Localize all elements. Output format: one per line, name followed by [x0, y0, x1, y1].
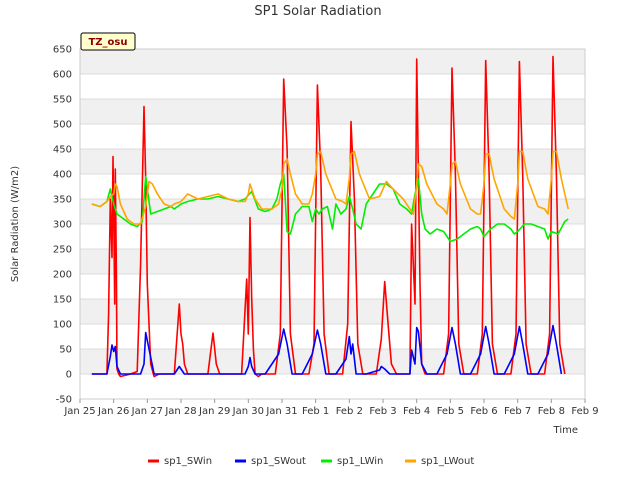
- legend: sp1_SWin sp1_SWout sp1_LWin sp1_LWout: [148, 456, 474, 467]
- y-tick-label: 200: [53, 270, 72, 281]
- y-tick-label: 650: [53, 45, 72, 56]
- background-band: [80, 149, 585, 174]
- y-tick-label: 350: [53, 195, 72, 206]
- x-tick-label: Feb 9: [571, 406, 598, 417]
- x-tick-label: Feb 6: [470, 406, 497, 417]
- y-axis: -50 0 50 100 150 200 250 300 350 400 450 500 550 600 6…: [53, 45, 72, 406]
- y-tick-label: 50: [59, 345, 72, 356]
- background-band: [80, 49, 585, 74]
- legend-label: sp1_SWout: [251, 456, 306, 467]
- x-tick-label: Feb 8: [538, 406, 565, 417]
- series-line-sp1_LWin: [91, 173, 569, 243]
- y-tick-label: 300: [53, 220, 72, 231]
- x-tick-label: Jan 31: [265, 406, 297, 417]
- chart-title: SP1 Solar Radiation: [254, 4, 381, 19]
- x-tick-label: Feb 5: [437, 406, 464, 417]
- background-band: [80, 99, 585, 124]
- legend-label: sp1_LWin: [337, 456, 383, 467]
- plot-background-bands: [80, 49, 585, 374]
- background-band: [80, 299, 585, 324]
- y-tick-label: 250: [53, 245, 72, 256]
- series-lines: [91, 55, 569, 378]
- x-tick-label: Jan 30: [232, 406, 264, 417]
- y-tick-label: 600: [53, 70, 72, 81]
- x-tick-label: Feb 7: [504, 406, 531, 417]
- x-tick-label: Jan 29: [198, 406, 230, 417]
- background-band: [80, 349, 585, 374]
- legend-label: sp1_LWout: [421, 456, 474, 467]
- y-tick-label: 450: [53, 145, 72, 156]
- background-band: [80, 249, 585, 274]
- series-line-sp1_SWout: [91, 324, 563, 375]
- x-tick-label: Feb 4: [403, 406, 430, 417]
- timezone-label: TZ_osu: [88, 37, 127, 48]
- y-tick-label: 150: [53, 295, 72, 306]
- plot-area: [79, 48, 586, 400]
- y-tick-label: -50: [56, 395, 72, 406]
- x-axis: Jan 25 Jan 26 Jan 27 Jan 28 Jan 29 Jan 30 Jan …: [63, 399, 599, 417]
- series-line-sp1_SWin: [91, 55, 566, 378]
- x-tick-label: Feb 3: [369, 406, 396, 417]
- legend-label: sp1_SWin: [164, 456, 212, 467]
- x-tick-label: Jan 26: [97, 406, 129, 417]
- x-tick-label: Jan 27: [131, 406, 163, 417]
- x-axis-title: Time: [553, 425, 578, 436]
- x-tick-label: Feb 1: [302, 406, 329, 417]
- x-tick-label: Jan 25: [63, 406, 95, 417]
- y-tick-label: 400: [53, 170, 72, 181]
- x-tick-label: Feb 2: [336, 406, 363, 417]
- y-tick-label: 500: [53, 120, 72, 131]
- series-line-sp1_LWout: [91, 150, 569, 225]
- y-tick-label: 100: [53, 320, 72, 331]
- y-tick-label: 550: [53, 95, 72, 106]
- y-tick-label: 0: [66, 370, 72, 381]
- timezone-badge: TZ_osu: [80, 32, 136, 51]
- x-tick-label: Jan 28: [164, 406, 196, 417]
- y-axis-title: Solar Radiation (W/m2): [10, 166, 21, 282]
